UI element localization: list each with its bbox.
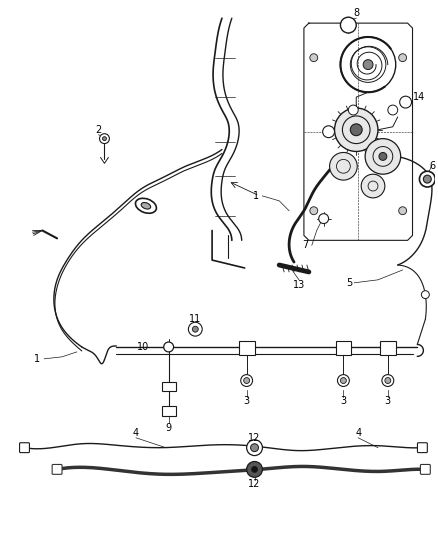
Text: 7: 7 xyxy=(303,240,309,251)
Text: 3: 3 xyxy=(340,396,346,406)
FancyBboxPatch shape xyxy=(20,443,29,453)
Circle shape xyxy=(319,214,328,223)
Text: 2: 2 xyxy=(95,125,102,135)
Circle shape xyxy=(363,60,373,69)
Circle shape xyxy=(247,440,262,456)
Circle shape xyxy=(241,375,253,386)
Text: 12: 12 xyxy=(248,479,261,489)
Circle shape xyxy=(247,462,262,477)
Circle shape xyxy=(251,444,258,451)
Circle shape xyxy=(102,136,106,141)
Circle shape xyxy=(399,54,406,62)
Circle shape xyxy=(379,152,387,160)
Circle shape xyxy=(188,322,202,336)
Text: 4: 4 xyxy=(355,428,361,438)
Circle shape xyxy=(340,377,346,384)
Circle shape xyxy=(361,174,385,198)
Circle shape xyxy=(340,17,356,33)
Circle shape xyxy=(365,139,401,174)
Circle shape xyxy=(310,207,318,215)
Text: 4: 4 xyxy=(133,428,139,438)
Circle shape xyxy=(99,134,110,143)
Bar xyxy=(162,382,176,391)
Text: 9: 9 xyxy=(166,423,172,433)
Circle shape xyxy=(388,105,398,115)
Text: 3: 3 xyxy=(385,396,391,406)
Circle shape xyxy=(310,54,318,62)
FancyBboxPatch shape xyxy=(417,443,427,453)
Circle shape xyxy=(350,124,362,136)
Text: 10: 10 xyxy=(137,342,149,352)
Text: 14: 14 xyxy=(413,92,425,102)
Circle shape xyxy=(424,175,431,183)
Circle shape xyxy=(421,290,429,298)
Circle shape xyxy=(400,96,412,108)
Circle shape xyxy=(323,126,335,138)
Text: 8: 8 xyxy=(353,8,359,18)
Text: 5: 5 xyxy=(346,278,353,288)
Circle shape xyxy=(244,377,250,384)
Text: 13: 13 xyxy=(293,280,305,290)
Circle shape xyxy=(420,171,435,187)
Bar xyxy=(336,341,351,355)
Circle shape xyxy=(164,342,173,352)
Circle shape xyxy=(337,375,350,386)
Ellipse shape xyxy=(141,203,151,209)
Circle shape xyxy=(251,466,258,472)
Circle shape xyxy=(348,105,358,115)
Circle shape xyxy=(385,377,391,384)
FancyBboxPatch shape xyxy=(52,464,62,474)
Text: 12: 12 xyxy=(248,433,261,443)
Text: 3: 3 xyxy=(244,396,250,406)
Text: 1: 1 xyxy=(34,354,40,364)
Ellipse shape xyxy=(135,198,156,213)
Text: 11: 11 xyxy=(189,314,201,324)
Circle shape xyxy=(382,375,394,386)
Text: 6: 6 xyxy=(429,161,435,171)
Circle shape xyxy=(192,326,198,332)
Text: 1: 1 xyxy=(253,191,259,201)
Circle shape xyxy=(399,207,406,215)
Bar xyxy=(380,341,396,355)
FancyBboxPatch shape xyxy=(420,464,430,474)
Circle shape xyxy=(335,108,378,151)
Bar xyxy=(239,341,254,355)
Circle shape xyxy=(329,152,357,180)
Bar xyxy=(162,406,176,416)
